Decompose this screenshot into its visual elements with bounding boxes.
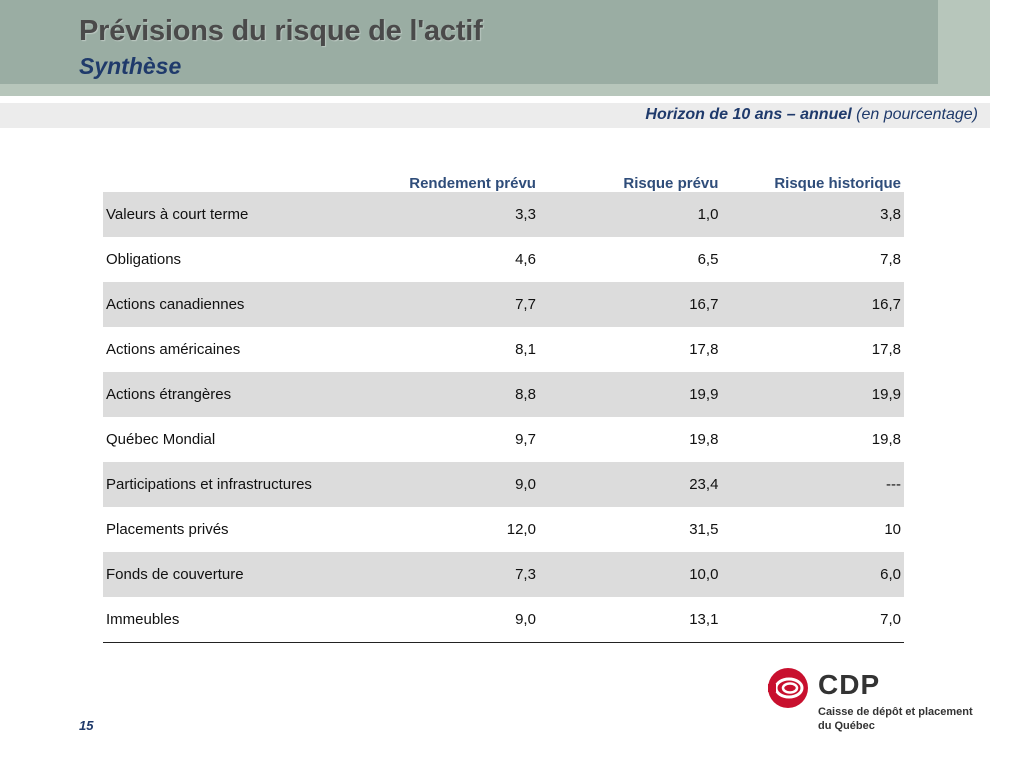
cdp-logo-mark [768, 668, 808, 708]
table-row: Obligations 4,6 6,5 7,8 [103, 237, 904, 282]
page-title: Prévisions du risque de l'actif [79, 15, 483, 47]
cell-rendement-prevu: 7,3 [396, 552, 539, 597]
table-row: Actions canadiennes 7,7 16,7 16,7 [103, 282, 904, 327]
cell-risque-prevu: 19,8 [689, 431, 719, 448]
cdp-wordmark: CDP [818, 669, 881, 700]
row-label: Fonds de couverture [103, 552, 397, 597]
header-band [0, 0, 938, 84]
cell-risque-historique: --- [721, 462, 904, 507]
risk-table: Rendement prévu Risque prévu Risque hist… [103, 168, 904, 643]
table-row: Valeurs à court terme 3,3 1,0 3,8 [103, 192, 904, 237]
table-row: Fonds de couverture 7,3 10,0 6,0 [103, 552, 904, 597]
horizon-bar [0, 103, 990, 128]
column-header-rendement: Rendement prévu [409, 175, 536, 192]
table-row: Québec Mondial 9,7 19,8 19,8 [103, 417, 904, 462]
row-label: Valeurs à court terme [103, 192, 397, 237]
cell-risque-historique: 10 [884, 521, 901, 538]
cell-rendement-prevu: 9,7 [515, 431, 536, 448]
cell-risque-prevu: 10,0 [538, 552, 722, 597]
table-row: Actions étrangères 8,8 19,9 19,9 [103, 372, 904, 417]
cell-risque-historique: 19,8 [871, 431, 901, 448]
row-label: Placements privés [106, 521, 229, 538]
cell-risque-historique: 7,8 [880, 251, 901, 268]
cell-rendement-prevu: 12,0 [506, 521, 536, 538]
cell-risque-historique: 16,7 [721, 282, 904, 327]
cell-risque-prevu: 23,4 [538, 462, 722, 507]
table-row: Participations et infrastructures 9,0 23,4… [103, 462, 904, 507]
cell-risque-prevu: 19,9 [538, 372, 722, 417]
cdp-name-line1: Caisse de dépôt et placement [818, 706, 973, 718]
row-label: Actions américaines [106, 341, 241, 358]
cell-rendement-prevu: 8,1 [515, 341, 536, 358]
header-band-edge [938, 0, 990, 96]
row-label: Québec Mondial [106, 431, 216, 448]
table-header-row: Rendement prévu Risque prévu Risque hist… [103, 168, 904, 192]
cell-risque-historique: 7,0 [721, 597, 904, 643]
table-row: Actions américaines 8,1 17,8 17,8 [103, 327, 904, 372]
cell-rendement-prevu: 7,7 [396, 282, 539, 327]
table-row: Immeubles 9,0 13,1 7,0 [103, 597, 904, 643]
row-label: Actions canadiennes [103, 282, 397, 327]
header-underline [0, 84, 990, 96]
row-label: Actions étrangères [103, 372, 397, 417]
row-label: Immeubles [103, 597, 397, 643]
page-subtitle: Synthèse [79, 53, 182, 79]
table-body: Valeurs à court terme 3,3 1,0 3,8 Obligation… [103, 192, 904, 643]
column-header-historique: Risque historique [774, 175, 901, 192]
row-label: Participations et infrastructures [103, 462, 397, 507]
cell-rendement-prevu: 4,6 [515, 251, 536, 268]
cell-risque-prevu: 1,0 [538, 192, 722, 237]
row-label: Obligations [106, 251, 182, 268]
column-header-label [103, 168, 396, 192]
cell-risque-prevu: 13,1 [538, 597, 722, 643]
cell-risque-historique: 3,8 [721, 192, 904, 237]
horizon-note: (en pourcentage) [856, 106, 978, 123]
table-row: Placements privés 12,0 31,5 10 [103, 507, 904, 552]
cell-risque-historique: 19,9 [721, 372, 904, 417]
cell-rendement-prevu: 9,0 [396, 462, 539, 507]
cdp-name-line2: du Québec [818, 720, 875, 732]
cell-risque-historique: 17,8 [871, 341, 901, 358]
column-header-risque: Risque prévu [623, 175, 719, 192]
cell-risque-prevu: 31,5 [689, 521, 719, 538]
cell-rendement-prevu: 3,3 [396, 192, 539, 237]
horizon-main: Horizon de 10 ans – annuel [645, 106, 852, 123]
cell-rendement-prevu: 9,0 [396, 597, 539, 643]
cdp-logo: CDP Caisse de dépôt et placement du Québ… [766, 664, 996, 744]
cell-rendement-prevu: 8,8 [396, 372, 539, 417]
cell-risque-prevu: 17,8 [689, 341, 719, 358]
cell-risque-prevu: 6,5 [697, 251, 719, 268]
cell-risque-historique: 6,0 [721, 552, 904, 597]
page-number: 15 [79, 718, 94, 733]
horizon-caption: Horizon de 10 ans – annuel (en pourcenta… [645, 106, 978, 124]
cell-risque-prevu: 16,7 [538, 282, 722, 327]
